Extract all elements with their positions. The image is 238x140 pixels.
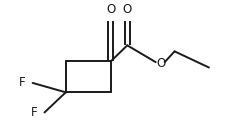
Text: O: O [106, 3, 115, 16]
Text: O: O [157, 57, 166, 70]
Text: O: O [123, 3, 132, 16]
Text: F: F [19, 76, 25, 89]
Text: F: F [31, 106, 37, 119]
